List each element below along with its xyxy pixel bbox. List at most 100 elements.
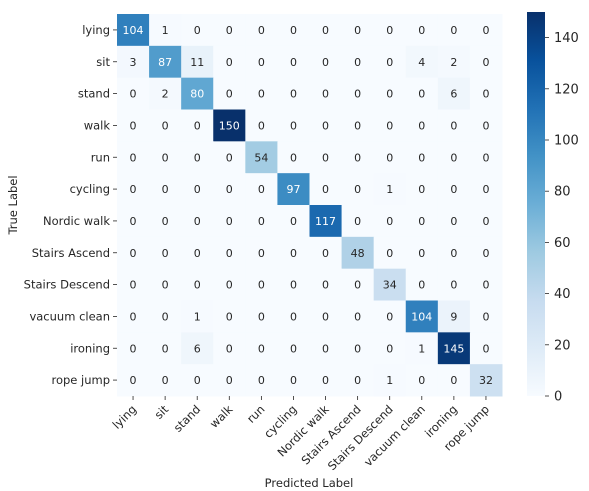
heatmap-cell	[277, 332, 310, 365]
colorbar-tick-label: 40	[554, 287, 571, 302]
cell-value-label: 0	[418, 279, 425, 292]
heatmap-cell	[277, 205, 310, 238]
heatmap-cell	[117, 141, 150, 174]
heatmap-cell	[117, 236, 150, 270]
cell-value-label: 0	[162, 374, 169, 387]
cell-value-label: 0	[258, 24, 265, 37]
colorbar-tick-label: 60	[554, 236, 571, 251]
cell-value-label: 0	[258, 88, 265, 101]
heatmap-cell	[341, 332, 375, 365]
heatmap-cell	[149, 141, 182, 174]
heatmap-cell	[405, 364, 439, 397]
heatmap-cell	[437, 45, 471, 79]
heatmap-cell	[149, 364, 182, 397]
heatmap-cell	[245, 77, 278, 110]
cell-value-label: 0	[482, 215, 489, 228]
cell-value-label: 0	[450, 279, 457, 292]
heatmap-cell	[405, 173, 439, 206]
cell-value-label: 0	[130, 151, 137, 164]
cell-value-label: 0	[258, 183, 265, 196]
cell-value-label: 0	[290, 279, 297, 292]
heatmap-cell	[469, 77, 503, 110]
heatmap-cell	[405, 268, 439, 301]
heatmap-cell	[277, 45, 310, 79]
cell-value-label: 1	[162, 24, 169, 37]
cell-value-label: 80	[190, 88, 204, 101]
cell-value-label: 0	[482, 183, 489, 196]
heatmap-cell	[245, 109, 278, 142]
colorbar	[527, 12, 545, 396]
heatmap-cell	[437, 268, 471, 301]
heatmap-cell	[277, 14, 310, 47]
heatmap-cell	[117, 332, 150, 365]
heatmap-cell	[405, 109, 439, 142]
cell-value-label: 150	[219, 119, 240, 132]
cell-value-label: 0	[322, 183, 329, 196]
cell-value-label: 0	[418, 24, 425, 37]
cell-value-label: 0	[290, 342, 297, 355]
cell-value-label: 0	[290, 56, 297, 69]
heatmap-cell	[437, 364, 471, 397]
heatmap-cell	[341, 236, 375, 270]
cell-value-label: 0	[258, 374, 265, 387]
cell-value-label: 0	[226, 215, 233, 228]
heatmap-cell	[245, 14, 278, 47]
heatmap-cell	[245, 236, 278, 270]
heatmap-cell	[437, 173, 471, 206]
y-tick-label: stand	[78, 87, 110, 101]
cell-value-label: 0	[290, 151, 297, 164]
heatmap-cell	[373, 268, 407, 301]
heatmap-cell	[245, 364, 278, 397]
heatmap-cell	[437, 332, 471, 365]
cell-value-label: 0	[354, 310, 361, 323]
heatmap-cell	[373, 332, 407, 365]
heatmap-cell	[149, 332, 182, 365]
cell-value-label: 0	[194, 247, 201, 260]
heatmap-cell	[277, 268, 310, 301]
heatmap-cell	[469, 109, 503, 142]
heatmap-cell	[341, 45, 375, 79]
cell-value-label: 0	[322, 279, 329, 292]
heatmap-cell	[149, 173, 182, 206]
heatmap-cell	[117, 205, 150, 238]
cell-value-label: 0	[290, 24, 297, 37]
heatmap-cell	[277, 236, 310, 270]
y-tick-label: ironing	[70, 341, 110, 355]
cell-value-label: 0	[386, 247, 393, 260]
colorbar-tick-label: 80	[554, 185, 571, 200]
heatmap-cell	[181, 300, 214, 333]
heatmap-cell	[405, 77, 439, 110]
heatmap-cell	[469, 268, 503, 301]
heatmap-cell	[341, 14, 375, 47]
heatmap-cell	[373, 14, 407, 47]
colorbar-tick-label: 120	[554, 82, 579, 97]
cell-value-label: 0	[354, 374, 361, 387]
y-tick-label: Stairs Descend	[24, 278, 110, 292]
cell-value-label: 0	[194, 279, 201, 292]
heatmap-cell	[117, 268, 150, 301]
cell-value-label: 0	[482, 56, 489, 69]
cell-value-label: 0	[354, 183, 361, 196]
y-tick-label: vacuum clean	[29, 309, 110, 323]
heatmap-cells: 104 1 0 0 0 0 0 0 0 0 0 03 87 11 0 0 0 0 0 0 4 2 00 2 80 0 0 0 0 0 0 0 6…	[117, 14, 503, 397]
colorbar-tick-label: 140	[554, 31, 579, 46]
cell-value-label: 0	[162, 279, 169, 292]
heatmap-cell	[277, 300, 310, 333]
cell-value-label: 0	[450, 247, 457, 260]
cell-value-label: 4	[418, 56, 425, 69]
heatmap-cell	[181, 236, 214, 270]
colorbar-tick-label: 20	[554, 338, 571, 353]
cell-value-label: 0	[130, 119, 137, 132]
cell-value-label: 0	[130, 310, 137, 323]
heatmap-cell	[405, 141, 439, 174]
heatmap-cell	[309, 364, 343, 397]
heatmap-cell	[405, 14, 439, 47]
cell-value-label: 0	[258, 310, 265, 323]
heatmap-cell	[309, 77, 343, 110]
heatmap-cell	[181, 109, 214, 142]
cell-value-label: 0	[162, 215, 169, 228]
colorbar-tick-label: 100	[554, 134, 579, 149]
heatmap-cell	[213, 205, 246, 238]
